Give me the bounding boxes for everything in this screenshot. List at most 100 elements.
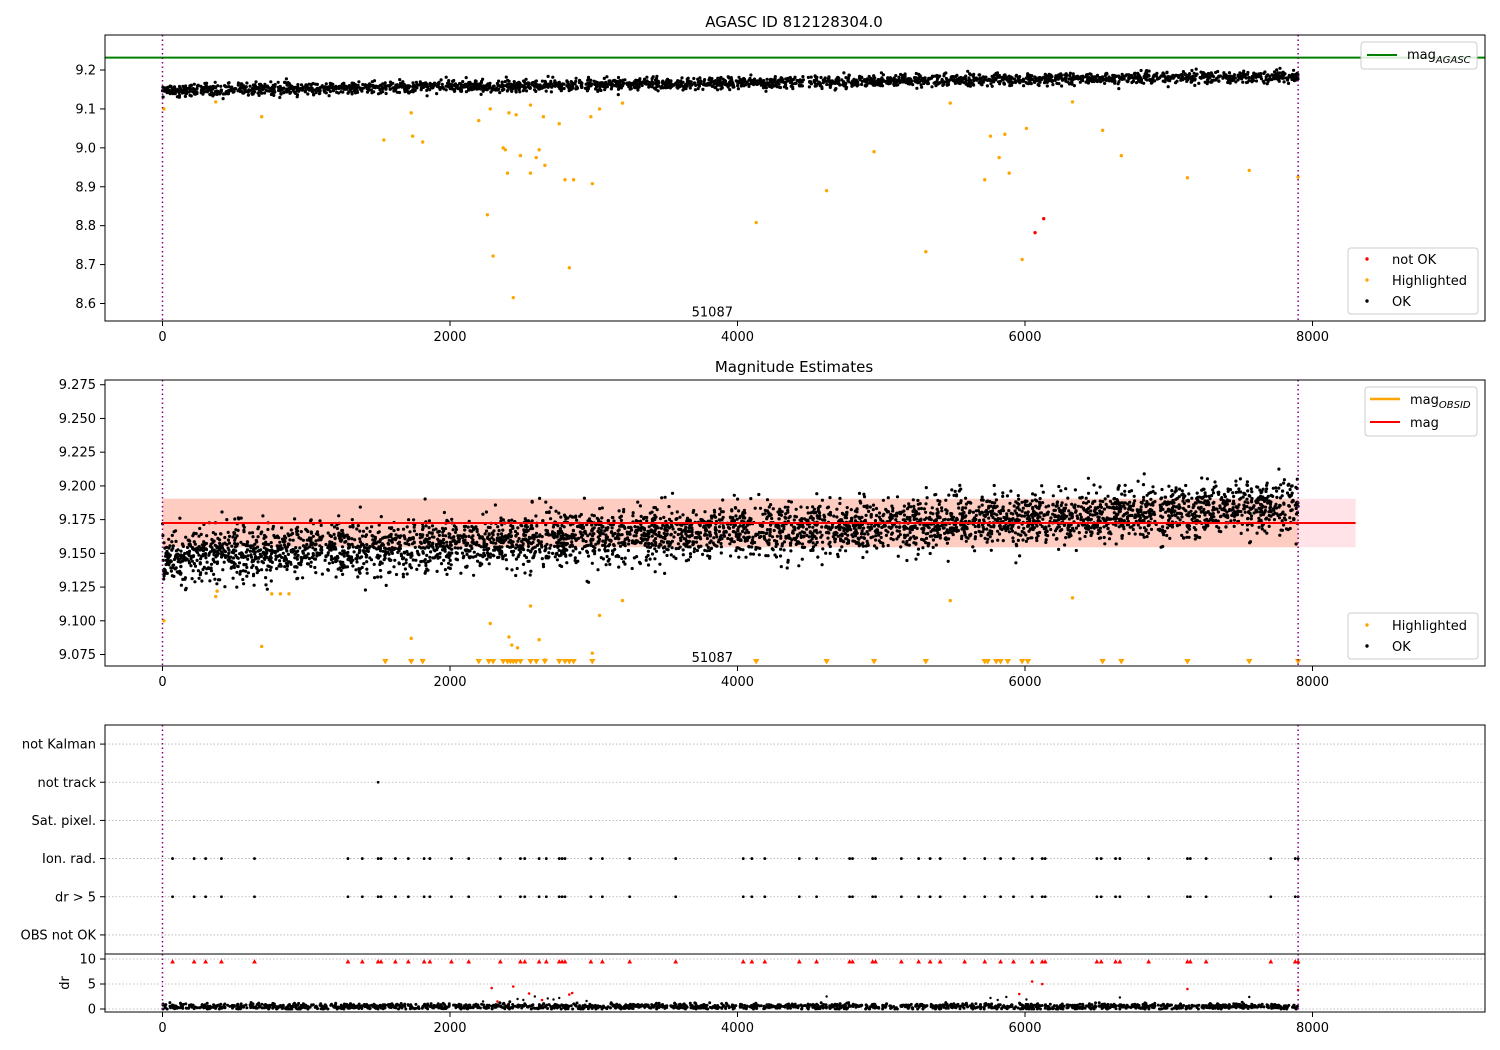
agasc-legend-upper[interactable]: magAGASC xyxy=(1360,41,1478,70)
ok-point xyxy=(593,82,597,86)
ok-point xyxy=(908,77,912,81)
ok-point xyxy=(411,81,415,85)
highlighted-point xyxy=(924,250,928,254)
ok-point xyxy=(267,564,271,569)
ok-point xyxy=(923,79,927,83)
agasc-legend-lower[interactable]: not OK Highlighted OK xyxy=(1347,247,1479,315)
ok-point xyxy=(1063,73,1067,77)
agasc-ytick-label: 8.7 xyxy=(75,258,96,273)
ok-point xyxy=(1103,74,1107,78)
ok-point xyxy=(1172,75,1176,79)
ok-point xyxy=(953,75,957,79)
ok-point xyxy=(994,71,998,76)
ok-point xyxy=(1022,84,1026,88)
ok-point xyxy=(500,88,504,92)
ok-point xyxy=(239,540,243,544)
ok-point xyxy=(367,87,371,91)
ok-point xyxy=(1275,76,1279,80)
ok-point xyxy=(940,77,944,82)
ok-point xyxy=(800,80,804,84)
ok-point xyxy=(908,530,912,535)
ok-point xyxy=(358,545,362,549)
ok-point xyxy=(501,84,505,88)
ok-point xyxy=(988,78,992,82)
ok-point xyxy=(427,526,431,530)
ok-point xyxy=(231,576,235,580)
ok-point xyxy=(1274,74,1278,78)
ok-point xyxy=(953,489,957,493)
ok-point xyxy=(670,546,674,550)
ok-point xyxy=(305,562,310,566)
ok-point xyxy=(357,80,361,84)
ok-point xyxy=(264,583,268,587)
ok-point xyxy=(645,75,649,79)
ok-point xyxy=(353,91,357,95)
ok-point xyxy=(1045,74,1049,78)
ok-point xyxy=(715,80,720,84)
ok-point xyxy=(289,90,293,94)
ok-point xyxy=(379,83,383,87)
ok-point xyxy=(1152,74,1156,79)
ok-point xyxy=(1096,515,1100,519)
ok-point xyxy=(251,535,255,539)
ok-point xyxy=(610,85,614,89)
ok-point xyxy=(225,518,229,522)
ok-point xyxy=(826,505,831,509)
ok-point xyxy=(551,75,555,79)
ok-point xyxy=(329,84,333,88)
ok-point xyxy=(972,83,976,87)
ok-point xyxy=(1113,81,1117,85)
ok-point xyxy=(928,77,932,81)
ok-point xyxy=(1166,76,1170,80)
ok-point xyxy=(663,495,667,499)
ok-point xyxy=(768,84,772,89)
ok-point xyxy=(521,89,525,93)
ok-point xyxy=(559,515,563,519)
ok-point xyxy=(856,83,860,87)
ok-point xyxy=(334,84,338,88)
ok-point xyxy=(183,94,187,98)
ok-point xyxy=(431,556,435,560)
ok-point xyxy=(1076,524,1080,528)
ok-point xyxy=(880,76,884,80)
ok-point xyxy=(514,573,518,578)
ok-point xyxy=(1290,72,1294,77)
ok-point xyxy=(813,80,817,85)
ok-point xyxy=(1110,78,1114,82)
ok-point xyxy=(936,82,940,86)
ok-point xyxy=(636,88,640,92)
ok-point xyxy=(869,525,873,529)
ok-point xyxy=(617,555,621,559)
ok-point xyxy=(532,84,537,88)
ok-point xyxy=(1260,527,1264,531)
ok-point xyxy=(906,82,910,86)
ok-point xyxy=(424,524,428,528)
ok-point xyxy=(223,585,227,589)
ok-point xyxy=(1275,495,1279,499)
ok-point xyxy=(252,583,256,587)
ok-point xyxy=(1088,72,1092,76)
ok-point xyxy=(1098,80,1103,84)
ok-point xyxy=(656,84,660,88)
ok-point xyxy=(440,82,444,86)
ok-point xyxy=(174,566,178,570)
ok-point xyxy=(960,76,965,80)
ok-point xyxy=(742,535,746,539)
ok-point xyxy=(899,79,903,83)
agasc-ytick-label: 8.6 xyxy=(75,297,96,312)
ok-point xyxy=(762,536,767,540)
ok-point xyxy=(1280,519,1284,523)
ok-point xyxy=(736,497,740,501)
ok-point xyxy=(765,77,769,81)
ok-point xyxy=(681,84,685,88)
ok-point xyxy=(650,510,654,514)
ok-point xyxy=(558,527,563,531)
legend-label-highlighted: Highlighted xyxy=(1392,274,1467,289)
ok-point xyxy=(1193,77,1197,81)
ok-point xyxy=(794,507,798,511)
ok-point xyxy=(1126,79,1130,83)
ok-point xyxy=(1132,72,1137,76)
ok-point xyxy=(808,80,812,84)
ok-point xyxy=(807,540,811,544)
ok-point xyxy=(801,75,805,79)
